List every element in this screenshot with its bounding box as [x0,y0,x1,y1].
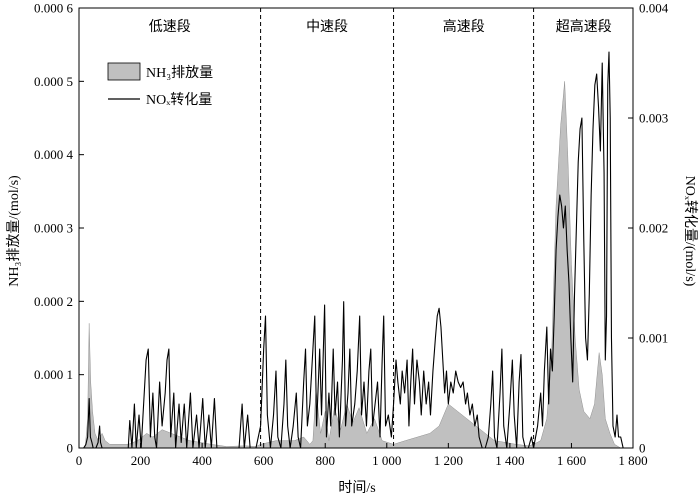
x-axis-ticks: 0 200 400 600 800 1 000 1 200 1 400 1 600 1 800 [76,443,648,468]
x-tick-label-7: 1 400 [495,453,524,468]
left-y-tick-label-0: 0 [67,441,74,456]
right-y-tick-label-1: 0.001 [639,331,668,346]
right-y-tick-label-3: 0.003 [639,111,668,126]
x-tick-label-2: 400 [192,453,212,468]
legend-label-nox: NOₓ转化量 [146,92,212,108]
legend: NH₃排放量 NOₓ转化量 [107,62,213,108]
phase-divider-lines [260,8,535,448]
right-y-tick-label-2: 0.002 [639,221,668,236]
left-y-tick-label-1: 0.000 1 [34,367,73,382]
left-y-tick-label-2: 0.000 2 [34,294,73,309]
phase-label-0: 低速段 [149,19,191,35]
nox-conversion-line [83,51,624,449]
left-y-tick-label-4: 0.000 4 [34,147,74,162]
x-tick-label-9: 1 800 [618,453,647,468]
x-tick-label-3: 600 [254,453,274,468]
x-axis-label: 时间/s [338,480,375,496]
left-y-tick-label-6: 0.000 6 [34,1,74,16]
right-y-axis-label: NOₓ转化量/(mol/s) [682,176,698,287]
phase-label-2: 高速段 [443,18,485,35]
left-y-tick-label-3: 0.000 3 [34,221,73,236]
right-y-axis-ticks: 0 0.001 0.002 0.003 0.004 [628,1,669,456]
right-y-tick-label-0: 0 [639,441,646,456]
legend-label-nh3: NH₃排放量 [146,65,213,81]
x-tick-label-1: 200 [131,453,151,468]
x-tick-label-4: 800 [315,453,335,468]
nh3-emission-area [79,81,633,449]
legend-swatch-nh3 [107,62,141,81]
left-y-axis-label: NH₃排放量/(mol/s) [6,175,22,287]
left-y-axis-ticks: 0 0.000 1 0.000 2 0.000 3 0.000 4 0.000 5 0.00… [34,1,84,456]
x-tick-label-0: 0 [76,453,83,468]
phase-labels: 低速段 中速段 高速段 超高速段 [149,18,612,35]
phase-label-1: 中速段 [306,19,348,35]
right-y-tick-label-4: 0.004 [639,1,669,16]
left-y-tick-label-5: 0.000 5 [34,74,73,89]
x-tick-label-5: 1 000 [372,453,401,468]
x-tick-label-8: 1 600 [557,453,586,468]
x-tick-label-6: 1 200 [434,453,463,468]
phase-label-3: 超高速段 [556,18,612,35]
